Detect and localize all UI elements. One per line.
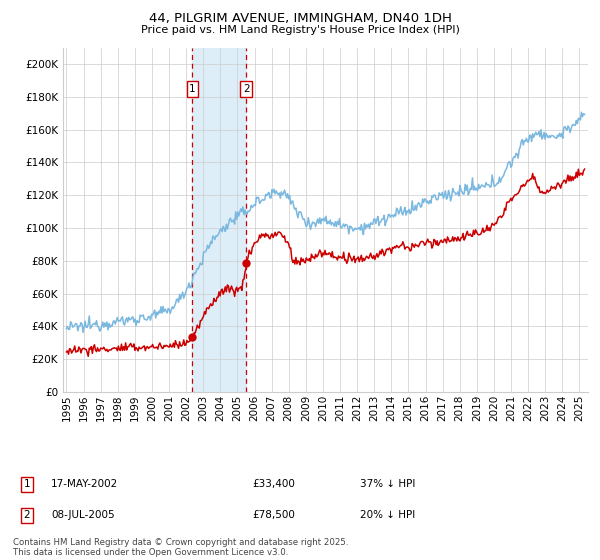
Text: 20% ↓ HPI: 20% ↓ HPI xyxy=(360,510,415,520)
Bar xyxy=(193,48,247,392)
Text: 17-MAY-2002: 17-MAY-2002 xyxy=(51,479,118,489)
Text: Price paid vs. HM Land Registry's House Price Index (HPI): Price paid vs. HM Land Registry's House … xyxy=(140,25,460,35)
Text: 1: 1 xyxy=(23,479,31,489)
Text: 08-JUL-2005: 08-JUL-2005 xyxy=(51,510,115,520)
Text: 2: 2 xyxy=(23,510,31,520)
Text: Contains HM Land Registry data © Crown copyright and database right 2025.
This d: Contains HM Land Registry data © Crown c… xyxy=(13,538,349,557)
Text: 37% ↓ HPI: 37% ↓ HPI xyxy=(360,479,415,489)
Text: £33,400: £33,400 xyxy=(252,479,295,489)
Text: £78,500: £78,500 xyxy=(252,510,295,520)
Text: 1: 1 xyxy=(189,84,196,94)
Text: 2: 2 xyxy=(243,84,250,94)
Text: 44, PILGRIM AVENUE, IMMINGHAM, DN40 1DH: 44, PILGRIM AVENUE, IMMINGHAM, DN40 1DH xyxy=(149,12,451,25)
